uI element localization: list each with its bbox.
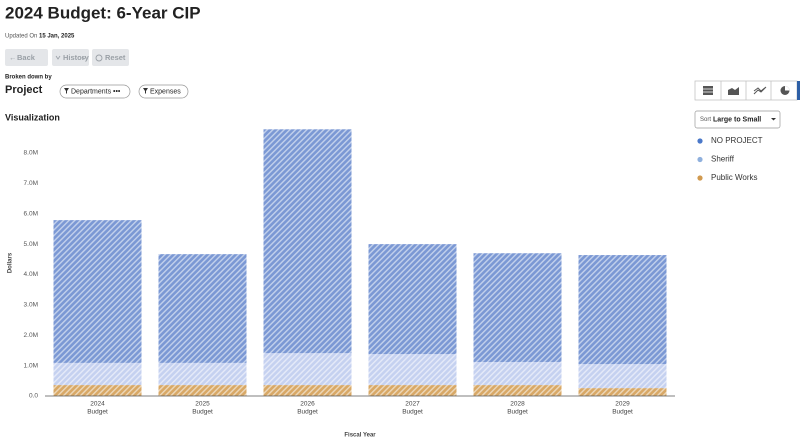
legend-marker (697, 175, 703, 181)
x-tick-label: 2024 (90, 401, 105, 408)
line-view-button[interactable] (753, 86, 767, 95)
x-tick-label: 2025 (195, 401, 210, 408)
back-button[interactable]: ← Back (5, 49, 48, 66)
y-tick-label: 1.0M (24, 362, 38, 369)
filter-chip[interactable]: Departments ••• (59, 84, 131, 99)
x-tick-label: 2028 (510, 401, 525, 408)
legend-marker (697, 138, 703, 144)
bar-segment (53, 385, 142, 396)
x-tick-label: 2027 (405, 401, 420, 408)
y-tick-label: 0.0 (29, 393, 38, 400)
page-title: 2024 Budget: 6-Year CIP (5, 3, 201, 22)
y-tick-label: 4.0M (24, 271, 38, 278)
history-label: History (63, 53, 90, 62)
bar-segment (473, 253, 562, 362)
y-tick-label: 7.0M (24, 180, 38, 187)
x-tick-sublabel: Budget (507, 409, 528, 416)
y-tick-label: 8.0M (24, 150, 38, 157)
bar-segment (263, 129, 352, 354)
history-button[interactable]: History (52, 49, 90, 66)
bar-segment (578, 255, 667, 365)
y-tick-label: 3.0M (24, 302, 38, 309)
reset-label: Reset (105, 53, 126, 62)
x-tick-label: 2029 (615, 401, 630, 408)
bar-segment (578, 388, 667, 396)
x-tick-sublabel: Budget (192, 409, 213, 416)
sort-value: Large to Small (713, 116, 761, 123)
breakdown-label: Broken down by (5, 75, 52, 81)
pie-view-button[interactable] (780, 86, 790, 95)
area-view-button[interactable] (728, 87, 739, 95)
x-tick-label: 2026 (300, 401, 315, 408)
filter-label: Expenses (150, 88, 181, 95)
reset-icon (95, 54, 103, 62)
back-label: ← (9, 53, 17, 62)
history-icon (55, 55, 87, 60)
legend-label: Sheriff (711, 155, 735, 164)
filter-icon (143, 88, 148, 94)
legend: NO PROJECT Sheriff Public Works (697, 136, 763, 182)
dropdown-arrow (771, 118, 776, 121)
bar-segment (473, 385, 562, 396)
bar-segment (368, 385, 457, 396)
x-tick-sublabel: Budget (297, 409, 318, 416)
reset-button[interactable]: Reset (92, 49, 129, 66)
table-view-button[interactable] (703, 86, 713, 95)
bar-segment (263, 385, 352, 396)
bar-segment (158, 385, 247, 396)
y-tick-label: 2.0M (24, 332, 38, 339)
section-title: Visualization (5, 112, 60, 122)
y-tick-label: 5.0M (24, 241, 38, 248)
x-tick-sublabel: Budget (402, 409, 423, 416)
back-label: Back (17, 53, 36, 62)
filter-label: Departments ••• (71, 88, 121, 95)
bar-segment (158, 254, 247, 363)
updated-date: 15 Jan, 2025 (39, 34, 75, 40)
updated-label: Updated On (5, 34, 37, 40)
bar-segment (473, 361, 562, 386)
bar-segment (368, 244, 457, 355)
bar-segment (53, 220, 142, 363)
legend-marker (697, 156, 703, 163)
breakdown-value: Project (5, 84, 43, 96)
sort-dropdown[interactable]: Sort Large to Small (694, 110, 781, 129)
y-axis-label: Dollars (8, 252, 14, 273)
bar-segment (368, 354, 457, 386)
toolbar-accent (797, 81, 800, 100)
legend-label: NO PROJECT (711, 136, 763, 145)
filter-chip[interactable]: Expenses (138, 84, 189, 99)
x-tick-sublabel: Budget (612, 409, 633, 416)
bar-segment (158, 362, 247, 386)
bar-segment (263, 353, 352, 386)
x-axis-label: Fiscal Year (344, 433, 376, 439)
filter-icon (64, 88, 69, 94)
x-tick-sublabel: Budget (87, 409, 108, 416)
sort-label: Sort (700, 117, 711, 123)
bar-segment (53, 362, 142, 386)
chart-type-toolbar (694, 80, 800, 101)
bar-segment (578, 364, 667, 389)
plot: 0.01.0M2.0M3.0M4.0M5.0M6.0M7.0M8.0M2024B… (8, 129, 675, 439)
legend-label: Public Works (711, 173, 758, 182)
y-tick-label: 6.0M (24, 210, 38, 217)
